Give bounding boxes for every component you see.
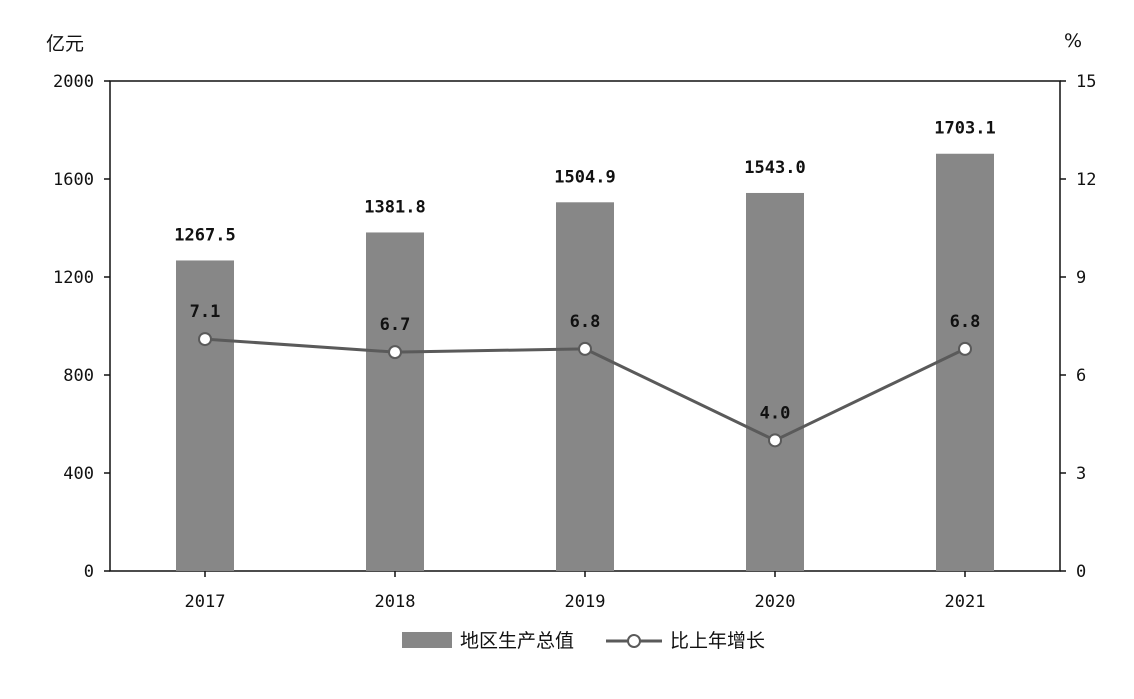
line-series: 7.1 6.7 6.8 4.0 6.8 xyxy=(190,302,981,448)
bar-label-2019: 1504.9 xyxy=(554,167,615,187)
right-tick-label-0: 0 xyxy=(1076,562,1086,582)
x-axis: 2017 2018 2019 2020 2021 xyxy=(185,571,986,612)
growth-point-2018 xyxy=(388,345,402,360)
right-axis: 0 3 6 9 12 15 xyxy=(1060,72,1096,582)
bar-2019 xyxy=(556,202,614,571)
bar-label-2018: 1381.8 xyxy=(364,197,425,217)
right-tick-label-3: 9 xyxy=(1076,268,1086,288)
growth-label-2020: 4.0 xyxy=(760,403,791,423)
bar-value-labels: 1267.5 1381.8 1504.9 1543.0 1703.1 xyxy=(174,119,995,246)
growth-point-2017 xyxy=(198,332,212,347)
bar-label-2021: 1703.1 xyxy=(934,119,995,139)
bar-2021 xyxy=(936,153,994,572)
x-tick-label-2018: 2018 xyxy=(375,592,416,612)
growth-label-2021: 6.8 xyxy=(950,312,981,332)
growth-point-2019 xyxy=(578,341,592,356)
growth-label-2018: 6.7 xyxy=(380,315,411,335)
right-axis-unit: % xyxy=(1064,30,1082,52)
bar-2017 xyxy=(176,260,234,571)
growth-label-2017: 7.1 xyxy=(190,302,221,322)
legend-line-marker xyxy=(627,634,641,648)
x-tick-label-2017: 2017 xyxy=(185,592,226,612)
bar-2020 xyxy=(746,192,804,571)
right-tick-label-1: 3 xyxy=(1076,464,1086,484)
left-tick-label-5: 2000 xyxy=(53,72,94,92)
x-tick-label-2021: 2021 xyxy=(945,592,986,612)
x-tick-label-2020: 2020 xyxy=(755,592,796,612)
legend-line-label: 比上年增长 xyxy=(670,630,765,652)
growth-point-2020 xyxy=(768,433,782,448)
x-tick-label-2019: 2019 xyxy=(565,592,606,612)
left-axis: 0 400 800 1200 1600 2000 xyxy=(53,72,110,582)
growth-label-2019: 6.8 xyxy=(570,312,601,332)
left-tick-label-1: 400 xyxy=(63,464,94,484)
right-tick-label-5: 15 xyxy=(1076,72,1096,92)
right-tick-label-2: 6 xyxy=(1076,366,1086,386)
left-axis-unit: 亿元 xyxy=(46,33,84,55)
bar-label-2020: 1543.0 xyxy=(744,158,805,178)
bar-series xyxy=(176,153,994,572)
left-tick-label-3: 1200 xyxy=(53,268,94,288)
left-tick-label-4: 1600 xyxy=(53,170,94,190)
legend-bar-swatch xyxy=(402,632,452,648)
left-tick-label-0: 0 xyxy=(84,562,94,582)
legend: 地区生产总值 比上年增长 xyxy=(402,630,765,652)
bar-2018 xyxy=(366,232,424,572)
bar-label-2017: 1267.5 xyxy=(174,225,235,245)
growth-point-2021 xyxy=(958,341,972,356)
legend-bar-label: 地区生产总值 xyxy=(460,630,574,652)
left-tick-label-2: 800 xyxy=(63,366,94,386)
right-tick-label-4: 12 xyxy=(1076,170,1096,190)
